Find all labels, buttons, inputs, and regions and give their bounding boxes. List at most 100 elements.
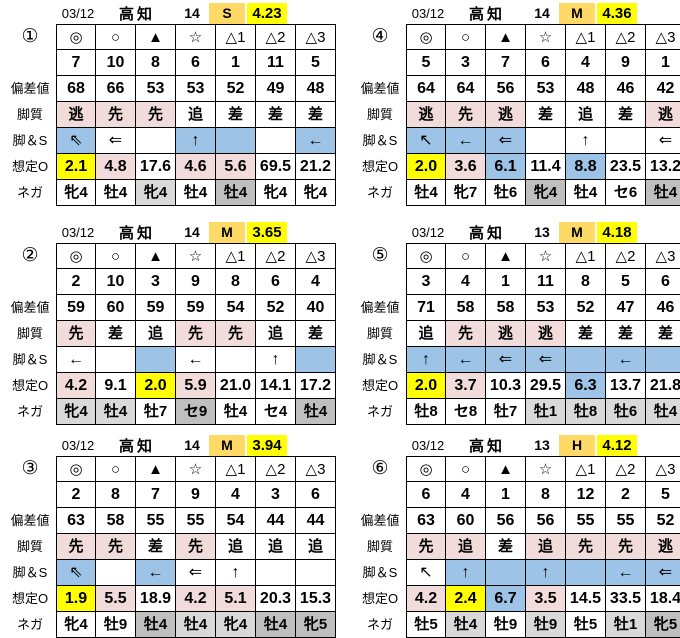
sex-age-cell[interactable]: 牝4 (56, 180, 96, 206)
running-style-cell[interactable]: 逃 (56, 102, 96, 128)
running-style-cell[interactable]: 差 (136, 534, 176, 560)
running-style-cell[interactable]: 差 (486, 534, 526, 560)
horse-number-cell[interactable]: 9 (606, 50, 646, 76)
deviation-cell[interactable]: 56 (486, 76, 526, 102)
odds-cell[interactable]: 69.5 (256, 154, 296, 180)
sex-age-cell[interactable]: 牝4 (256, 180, 296, 206)
sex-age-cell[interactable]: 牡6 (486, 180, 526, 206)
horse-number-cell[interactable]: 9 (176, 269, 216, 295)
odds-cell[interactable]: 3.7 (446, 373, 486, 399)
odds-cell[interactable]: 5.5 (96, 586, 136, 612)
horse-number-cell[interactable]: 8 (96, 482, 136, 508)
odds-cell[interactable]: 20.3 (256, 586, 296, 612)
horse-number-cell[interactable]: 4 (446, 482, 486, 508)
deviation-cell[interactable]: 58 (446, 295, 486, 321)
deviation-cell[interactable]: 56 (526, 508, 566, 534)
pace-arrow-cell[interactable] (566, 347, 606, 373)
deviation-cell[interactable]: 59 (56, 295, 96, 321)
horse-number-cell[interactable]: 7 (486, 50, 526, 76)
pace-arrow-cell[interactable] (136, 347, 176, 373)
sex-age-cell[interactable]: 牡5 (406, 612, 446, 638)
mark-cell[interactable]: △2 (606, 243, 646, 269)
horse-number-cell[interactable]: 1 (486, 482, 526, 508)
odds-cell[interactable]: 2.1 (56, 154, 96, 180)
mark-cell[interactable]: ☆ (176, 243, 216, 269)
pace-arrow-cell[interactable]: ⇐ (646, 560, 680, 586)
odds-cell[interactable]: 5.1 (216, 586, 256, 612)
mark-cell[interactable]: △2 (606, 456, 646, 482)
mark-cell[interactable]: △3 (646, 243, 680, 269)
deviation-cell[interactable]: 59 (176, 295, 216, 321)
mark-cell[interactable]: ☆ (526, 243, 566, 269)
odds-cell[interactable]: 29.5 (526, 373, 566, 399)
mark-cell[interactable]: ☆ (176, 24, 216, 50)
running-style-cell[interactable]: 差 (606, 102, 646, 128)
pace-arrow-cell[interactable]: ↑ (256, 347, 296, 373)
horse-number-cell[interactable]: 3 (406, 269, 446, 295)
odds-cell[interactable]: 15.3 (296, 586, 336, 612)
pace-arrow-cell[interactable]: ⇐ (486, 347, 526, 373)
sex-age-cell[interactable]: 牡4 (256, 612, 296, 638)
deviation-cell[interactable]: 52 (256, 295, 296, 321)
running-style-cell[interactable]: 追 (296, 534, 336, 560)
horse-number-cell[interactable]: 7 (136, 482, 176, 508)
mark-cell[interactable]: ◎ (56, 243, 96, 269)
sex-age-cell[interactable]: 牡4 (566, 180, 606, 206)
pace-arrow-cell[interactable]: ← (136, 560, 176, 586)
running-style-cell[interactable]: 先 (446, 321, 486, 347)
sex-age-cell[interactable]: 牡4 (296, 399, 336, 425)
horse-number-cell[interactable]: 2 (606, 482, 646, 508)
running-style-cell[interactable]: 追 (256, 321, 296, 347)
horse-number-cell[interactable]: 4 (296, 269, 336, 295)
odds-cell[interactable]: 21.8 (646, 373, 680, 399)
odds-cell[interactable]: 2.0 (406, 154, 446, 180)
horse-number-cell[interactable]: 3 (446, 50, 486, 76)
mark-cell[interactable]: △2 (256, 456, 296, 482)
odds-cell[interactable]: 11.4 (526, 154, 566, 180)
pace-arrow-cell[interactable] (96, 347, 136, 373)
sex-age-cell[interactable]: 牡4 (646, 180, 680, 206)
pace-arrow-cell[interactable]: ⇖ (56, 560, 96, 586)
sex-age-cell[interactable]: 牝4 (216, 612, 256, 638)
deviation-cell[interactable]: 48 (296, 76, 336, 102)
mark-cell[interactable]: ☆ (176, 456, 216, 482)
deviation-cell[interactable]: 52 (646, 508, 680, 534)
deviation-cell[interactable]: 55 (176, 508, 216, 534)
pace-arrow-cell[interactable]: ← (446, 347, 486, 373)
sex-age-cell[interactable]: 牝4 (136, 180, 176, 206)
odds-cell[interactable]: 14.5 (566, 586, 606, 612)
deviation-cell[interactable]: 54 (216, 295, 256, 321)
mark-cell[interactable]: △3 (296, 24, 336, 50)
mark-cell[interactable]: △3 (646, 456, 680, 482)
mark-cell[interactable]: △1 (216, 456, 256, 482)
mark-cell[interactable]: ▲ (136, 24, 176, 50)
horse-number-cell[interactable]: 5 (646, 482, 680, 508)
pace-arrow-cell[interactable] (96, 560, 136, 586)
deviation-cell[interactable]: 52 (216, 76, 256, 102)
sex-age-cell[interactable]: 牡1 (606, 612, 646, 638)
pace-arrow-cell[interactable] (646, 347, 680, 373)
running-style-cell[interactable]: 先 (566, 534, 606, 560)
mark-cell[interactable]: △1 (566, 456, 606, 482)
pace-arrow-cell[interactable]: ↑ (566, 128, 606, 154)
odds-cell[interactable]: 5.9 (176, 373, 216, 399)
mark-cell[interactable]: ▲ (486, 24, 526, 50)
sex-age-cell[interactable]: 牝4 (56, 612, 96, 638)
pace-arrow-cell[interactable] (256, 128, 296, 154)
mark-cell[interactable]: △2 (256, 243, 296, 269)
running-style-cell[interactable]: 先 (216, 321, 256, 347)
running-style-cell[interactable]: 追 (566, 102, 606, 128)
running-style-cell[interactable]: 差 (96, 321, 136, 347)
sex-age-cell[interactable]: 牡7 (486, 399, 526, 425)
pace-arrow-cell[interactable] (566, 560, 606, 586)
pace-arrow-cell[interactable]: ⇖ (56, 128, 96, 154)
horse-number-cell[interactable]: 6 (646, 269, 680, 295)
mark-cell[interactable]: △1 (216, 24, 256, 50)
running-style-cell[interactable]: 差 (526, 102, 566, 128)
mark-cell[interactable]: ○ (446, 456, 486, 482)
odds-cell[interactable]: 18.9 (136, 586, 176, 612)
horse-number-cell[interactable]: 6 (526, 50, 566, 76)
pace-arrow-cell[interactable] (296, 347, 336, 373)
odds-cell[interactable]: 33.5 (606, 586, 646, 612)
deviation-cell[interactable]: 44 (256, 508, 296, 534)
